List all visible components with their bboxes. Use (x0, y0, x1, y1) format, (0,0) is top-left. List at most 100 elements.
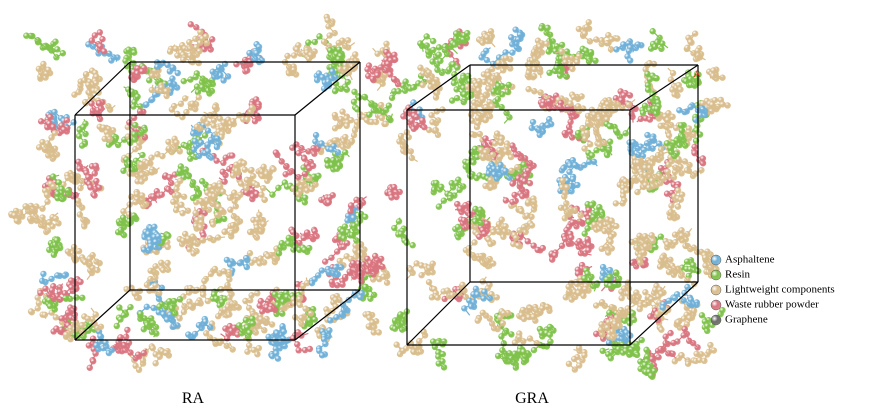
atom (339, 108, 346, 115)
atom (325, 199, 332, 206)
atom (125, 211, 133, 218)
atom (178, 201, 185, 209)
atom (349, 259, 357, 267)
atom (165, 232, 172, 240)
atom (311, 276, 318, 283)
atom (236, 260, 243, 267)
atom (54, 272, 61, 279)
atom (248, 104, 256, 111)
atom (261, 196, 268, 203)
atom (152, 360, 159, 367)
atom (267, 305, 274, 313)
atom (253, 224, 261, 231)
atom (263, 170, 270, 177)
atom (202, 33, 210, 40)
atom (137, 310, 144, 317)
atom (306, 345, 314, 353)
atom (307, 51, 314, 58)
atom (201, 115, 208, 122)
atom (274, 355, 282, 362)
atom (378, 114, 386, 122)
atom (45, 66, 52, 73)
atom (27, 308, 35, 315)
atom (131, 290, 138, 297)
atom (307, 310, 315, 317)
atom (54, 190, 61, 197)
atom (146, 77, 153, 84)
atom (143, 101, 150, 108)
atom (290, 52, 298, 59)
atom (164, 259, 171, 267)
atom (124, 326, 131, 334)
atom (204, 147, 212, 155)
atom (242, 297, 249, 305)
atom (78, 142, 86, 149)
atom (355, 260, 362, 267)
atom (194, 88, 202, 96)
atom (96, 100, 103, 107)
molecule-spheres (8, 13, 731, 380)
atom (348, 137, 356, 145)
atom (132, 121, 139, 129)
atom (357, 294, 364, 301)
atom (270, 166, 277, 173)
atom (331, 111, 339, 119)
atom (202, 318, 209, 325)
atom (324, 16, 331, 24)
atom (352, 242, 359, 249)
atom (350, 214, 357, 221)
atom (301, 246, 308, 253)
atom (211, 103, 219, 111)
atom (272, 149, 280, 156)
atom (255, 344, 263, 352)
atom (195, 94, 203, 101)
atom (37, 289, 44, 297)
atom (126, 217, 133, 225)
atom (138, 68, 146, 75)
atom (257, 315, 265, 323)
atom (23, 32, 30, 39)
atom (375, 329, 383, 336)
atom (138, 178, 145, 185)
atom (328, 278, 335, 286)
atom (176, 167, 184, 175)
atom (74, 197, 82, 204)
atom (60, 126, 68, 133)
atom (581, 30, 589, 37)
atom (87, 184, 94, 191)
atom (264, 252, 272, 260)
atom (113, 322, 121, 330)
atom (77, 278, 84, 286)
atom (53, 236, 60, 244)
atom (372, 118, 380, 126)
atom (314, 327, 321, 334)
atom (231, 189, 238, 196)
atom (13, 217, 21, 224)
atom (75, 88, 82, 96)
atom (152, 263, 159, 270)
atom (176, 296, 184, 303)
atom (337, 115, 345, 123)
atom (243, 176, 251, 184)
atom (336, 257, 343, 265)
atom (117, 316, 124, 323)
atom (64, 174, 71, 182)
atom (318, 352, 326, 359)
atom (156, 303, 163, 310)
atom (81, 77, 88, 84)
atom (233, 61, 240, 68)
atom (301, 194, 309, 201)
atom (184, 235, 192, 242)
atom (213, 295, 220, 302)
atom (164, 243, 171, 251)
atom (180, 237, 187, 244)
atom (301, 199, 309, 206)
atom (180, 77, 188, 85)
atom (100, 48, 108, 55)
atom (328, 146, 335, 153)
atom (187, 21, 195, 28)
atom (710, 67, 717, 74)
atom (339, 281, 346, 288)
